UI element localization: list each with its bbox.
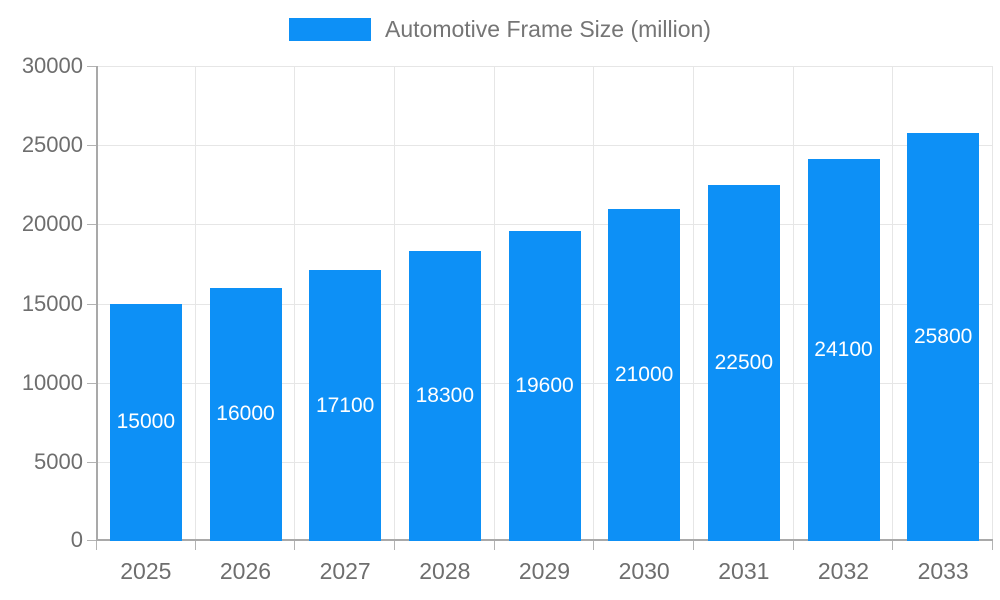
gridline-vertical — [494, 66, 495, 541]
y-tick-label: 25000 — [21, 132, 83, 157]
x-tick-label: 2029 — [518, 558, 571, 584]
gridline-vertical — [892, 66, 893, 541]
bar — [508, 230, 581, 541]
gridline-horizontal — [96, 224, 993, 225]
bar-value-label: 22500 — [714, 350, 774, 374]
x-axis-tick — [892, 541, 893, 550]
y-axis-tick — [87, 383, 96, 384]
y-tick-label: 10000 — [21, 370, 83, 395]
bar — [907, 132, 980, 541]
x-tick-label: 2026 — [219, 558, 272, 584]
bar — [408, 251, 481, 541]
bar — [109, 303, 182, 541]
bar — [209, 287, 282, 541]
y-axis-tick — [87, 540, 96, 541]
plot-area: 0 5000 10000 15000 20000 25000 30000 2025 2026 20… — [22, 54, 993, 583]
legend-swatch — [289, 18, 372, 41]
y-axis-tick — [87, 304, 96, 305]
gridline-horizontal — [96, 66, 993, 67]
y-axis-tick — [87, 462, 96, 463]
bar-value-label: 19600 — [515, 373, 574, 397]
x-axis-tick — [992, 541, 993, 550]
gridline-vertical — [593, 66, 594, 541]
legend: Automotive Frame Size (million) — [0, 18, 1000, 41]
x-tick-label: 2028 — [419, 558, 471, 584]
y-tick-label: 20000 — [21, 211, 83, 236]
x-tick-label: 2030 — [618, 558, 670, 584]
x-axis-tick — [195, 541, 196, 550]
gridline-vertical — [992, 66, 993, 541]
y-axis-tick — [87, 66, 96, 67]
x-tick-label: 2031 — [718, 558, 770, 584]
bar — [608, 208, 681, 541]
y-axis-tick — [87, 145, 96, 146]
bar — [707, 184, 780, 541]
x-tick-label: 2025 — [120, 558, 172, 584]
x-axis-tick — [394, 541, 395, 550]
gridline-vertical — [394, 66, 395, 541]
gridline-vertical — [294, 66, 295, 541]
x-axis-tick — [693, 541, 694, 550]
gridline-vertical — [793, 66, 794, 541]
y-tick-label: 15000 — [21, 291, 83, 316]
gridline-vertical — [693, 66, 694, 541]
x-tick-label: 2032 — [817, 558, 870, 584]
bar-value-label: 21000 — [614, 362, 674, 386]
bar-value-label: 15000 — [116, 410, 176, 434]
x-axis-tick — [593, 541, 594, 550]
x-axis-tick — [494, 541, 495, 550]
x-axis-tick — [793, 541, 794, 550]
bar-value-label: 18300 — [415, 384, 475, 408]
gridline-vertical — [195, 66, 196, 541]
bar-value-label: 17100 — [315, 393, 375, 417]
x-axis-tick — [294, 541, 295, 550]
bar-value-label: 24100 — [814, 338, 873, 362]
bar — [807, 159, 880, 541]
x-axis-tick — [96, 541, 97, 550]
y-tick-label: 30000 — [21, 53, 83, 78]
x-tick-label: 2033 — [917, 558, 969, 584]
gridline-horizontal — [96, 145, 993, 146]
y-axis-line — [96, 66, 98, 541]
y-tick-label: 5000 — [34, 449, 83, 474]
x-tick-label: 2027 — [319, 558, 371, 584]
bar-value-label: 16000 — [216, 402, 275, 426]
y-tick-label: 0 — [70, 527, 83, 552]
bar-value-label: 25800 — [913, 324, 973, 348]
legend-label: Automotive Frame Size (million) — [385, 16, 711, 42]
bar — [309, 270, 382, 541]
y-axis-tick — [87, 224, 96, 225]
